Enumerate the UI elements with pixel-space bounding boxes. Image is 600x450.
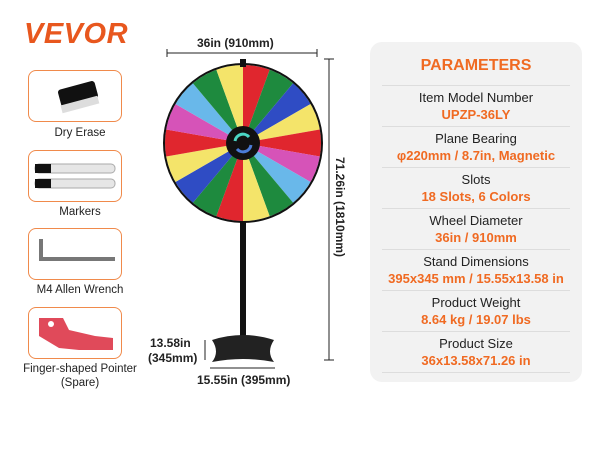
parameter-value: 395x345 mm / 15.55x13.58 in [388,271,564,286]
accessory-markers [28,150,122,202]
wheel-slot [243,143,294,217]
accessory-allen-wrench [28,228,122,280]
pointer-icon [39,318,113,350]
stand-base [212,335,274,362]
accessory-pointer [28,307,122,359]
parameter-row: Product Size 36x13.58x71.26 in [382,332,570,373]
wheel-slot [243,83,311,143]
parameter-label: Plane Bearing [435,131,517,146]
wheel-slot [216,143,243,221]
wheel-slot [243,69,294,143]
parameters-panel: PARAMETERS Item Model Number UPZP-36LY Pla… [370,42,582,382]
wheel-slot [166,104,243,143]
wheel-slot [192,69,243,143]
wheel-slot [243,65,270,143]
wheel-slot [243,143,270,222]
wheel-slot [243,143,320,182]
parameter-row: Wheel Diameter 36in / 910mm [382,209,570,250]
parameter-row: Slots 18 Slots, 6 Colors [382,168,570,209]
base-depth-mm-label: (345mm) [148,351,198,365]
wheel-slot [166,143,243,182]
parameter-value: 36x13.58x71.26 in [421,353,531,368]
markers-icon [34,163,116,189]
accessory-dry-erase [28,70,122,122]
wheel-slot [243,143,311,203]
wheel-width-label: 36in (910mm) [197,36,274,50]
height-label: 71.26in (1810mm) [333,156,347,258]
accessory-label: M4 Allen Wrench [36,284,124,296]
parameter-row: Product Weight 8.64 kg / 19.07 lbs [382,291,570,332]
parameter-label: Wheel Diameter [429,213,523,228]
parameter-label: Product Weight [431,295,521,310]
wheel-slot [243,104,320,143]
vevor-logo: VEVOR [24,18,129,50]
parameter-value: UPZP-36LY [441,107,511,122]
accessory-label: Dry Erase [54,127,106,139]
wheel-slices [165,65,321,222]
wheel-slot [192,143,243,217]
prize-wheel-illustration [163,49,334,369]
parameter-value: φ220mm / 8.7in, Magnetic [396,148,556,163]
parameter-value: 36in / 910mm [435,230,517,245]
accessory-label: Markers [59,206,101,218]
parameter-label: Item Model Number [418,90,534,105]
parameter-value: 18 Slots, 6 Colors [421,189,531,204]
wheel-slot [216,65,243,143]
wheel-hub [226,126,260,160]
accessory-label: Finger-shaped Pointer (Spare) [23,363,137,389]
wheel-slot [165,129,243,157]
parameter-row: Item Model Number UPZP-36LY [382,86,570,127]
parameter-row: Stand Dimensions 395x345 mm / 15.55x13.58… [382,250,570,291]
parameters-title: PARAMETERS [382,57,570,86]
parameter-label: Product Size [439,336,513,351]
stand-pole [240,222,246,344]
eraser-icon [57,81,100,114]
wheel-slot [243,129,321,157]
parameter-label: Stand Dimensions [423,254,529,269]
parameter-label: Slots [461,172,491,187]
base-width-label: 15.55in (395mm) [197,373,291,387]
parameter-row: Plane Bearing φ220mm / 8.7in, Magnetic [382,127,570,168]
wheel-slot [175,143,243,203]
allen-wrench-icon [39,239,115,261]
wheel-slot [175,83,243,143]
pointer-top [240,59,246,67]
parameter-value: 8.64 kg / 19.07 lbs [421,312,531,327]
base-depth-label: 13.58in [150,336,191,350]
